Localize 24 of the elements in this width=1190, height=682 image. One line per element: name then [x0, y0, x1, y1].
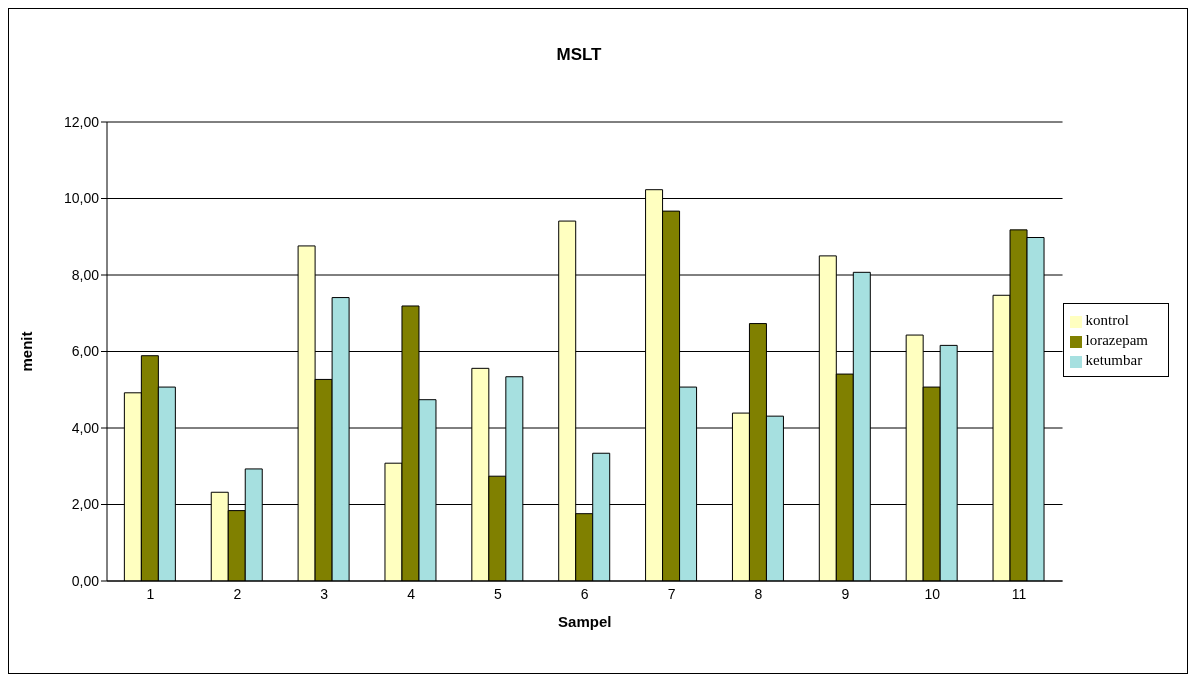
- y-tick-label: 4,00: [71, 419, 100, 436]
- y-tick-label: 0,00: [71, 572, 100, 589]
- legend-label: kontrol: [1085, 312, 1129, 328]
- x-tick-label: 10: [924, 585, 941, 602]
- y-tick-label: 2,00: [71, 496, 100, 513]
- x-axis-title: Sampel: [558, 613, 612, 630]
- x-tick-label: 5: [494, 585, 502, 602]
- legend-label: ketumbar: [1085, 352, 1143, 368]
- y-tick-label: 6,00: [71, 343, 100, 360]
- y-tick-label: 10,00: [63, 190, 100, 207]
- y-axis-title: menit: [18, 331, 36, 372]
- x-tick-label: 8: [754, 585, 763, 602]
- y-tick-label: 8,00: [71, 266, 100, 283]
- x-tick-label: 3: [320, 585, 329, 602]
- x-tick-label: 6: [580, 585, 589, 602]
- chart-title: MSLT: [555, 45, 603, 65]
- x-tick-label: 11: [1011, 585, 1027, 602]
- x-tick-label: 9: [841, 585, 850, 602]
- x-tick-label: 4: [407, 585, 416, 602]
- x-tick-label: 2: [233, 585, 242, 602]
- x-tick-label: 7: [667, 585, 676, 602]
- y-tick-label: 12,00: [63, 113, 100, 130]
- legend-label: lorazepam: [1085, 332, 1148, 348]
- x-tick-label: 1: [146, 585, 155, 602]
